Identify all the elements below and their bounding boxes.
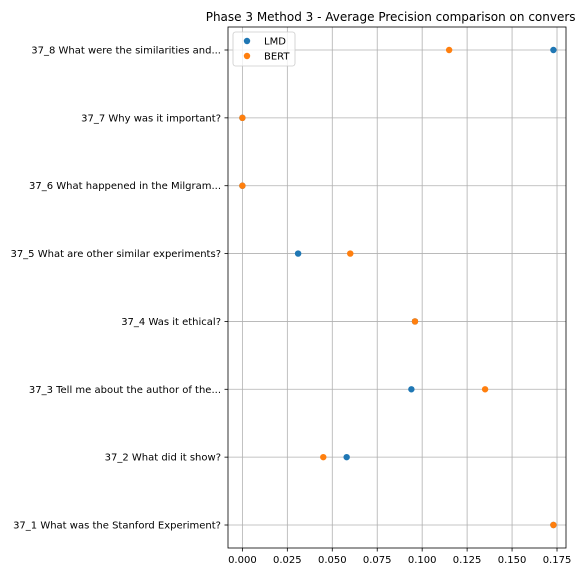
data-point-lmd: [408, 386, 415, 393]
grid: [228, 27, 566, 548]
data-point-lmd: [550, 46, 557, 54]
x-tick-label: 0.175: [543, 555, 572, 566]
data-point-bert: [239, 182, 246, 189]
x-tick-label: 0.000: [228, 555, 257, 566]
legend-label-lmd: LMD: [264, 37, 286, 48]
data-point-bert: [550, 521, 557, 529]
x-tick-label: 0.050: [318, 555, 347, 566]
x-tick-label: 0.025: [273, 555, 302, 566]
y-tick-label: 37_2 What did it show?: [105, 453, 221, 464]
data-point-bert: [411, 318, 419, 325]
y-tick-label: 37_8 What were the similarities and...: [31, 46, 221, 57]
y-tick-label: 37_1 What was the Stanford Experiment?: [13, 521, 221, 532]
data-point-lmd: [343, 453, 350, 461]
legend: LMD BERT: [232, 31, 296, 67]
axis-ticks: 0.000 0.025 0.050 0.075 0.100 0.125 0.150 0.175…: [10, 46, 571, 567]
x-tick-label: 0.125: [453, 555, 482, 566]
y-tick-label: 37_5 What are other similar experiments?: [10, 249, 221, 260]
x-tick-label: 0.150: [498, 555, 527, 566]
y-tick-label: 37_4 Was it ethical?: [121, 317, 221, 328]
y-tick-label: 37_7 Why was it important?: [81, 113, 221, 124]
y-tick-label: 37_6 What happened in the Milgram...: [29, 181, 221, 192]
data-point-bert: [481, 386, 489, 393]
legend-marker-lmd: [243, 37, 251, 45]
plot-frame: [227, 26, 567, 549]
legend-marker-bert: [243, 52, 251, 60]
data-point-bert: [347, 250, 354, 257]
legend-label-bert: BERT: [264, 52, 290, 63]
data-point-lmd: [294, 250, 302, 257]
y-tick-label: 37_3 Tell me about the author of the...: [29, 385, 221, 396]
data-point-bert: [239, 114, 246, 122]
x-tick-label: 0.100: [408, 555, 437, 566]
chart-title: Phase 3 Method 3 - Average Precision com…: [206, 10, 576, 24]
data-point-bert: [445, 46, 453, 54]
data-point-bert: [320, 453, 327, 461]
data-points: [239, 46, 557, 529]
x-tick-label: 0.075: [363, 555, 392, 566]
